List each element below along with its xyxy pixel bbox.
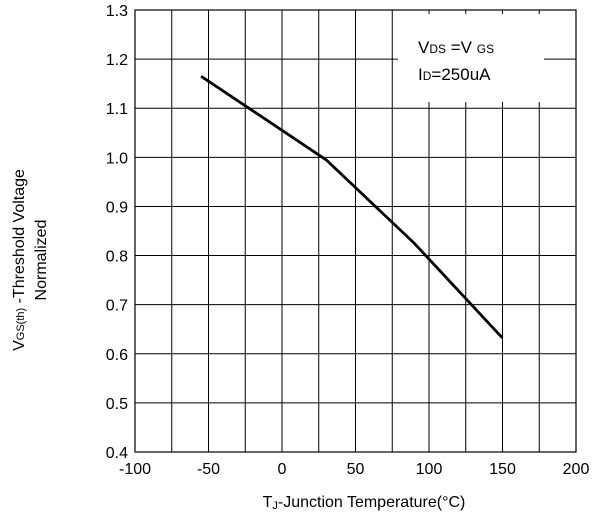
x-tick-label: -100	[119, 461, 151, 478]
y-tick-label: 0.5	[106, 396, 128, 413]
annotation-box	[398, 14, 544, 102]
annotation-line-2: ID=250uA	[418, 65, 491, 84]
y-tick-label: 0.4	[106, 445, 128, 462]
x-tick-label: -50	[197, 461, 220, 478]
x-tick-label: 200	[563, 461, 590, 478]
y-tick-label: 1.1	[106, 101, 128, 118]
y-tick-label: 0.7	[106, 298, 128, 315]
x-tick-label: 0	[278, 461, 287, 478]
x-tick-label: 150	[489, 461, 516, 478]
y-tick-label: 0.8	[106, 249, 128, 266]
annotation-line-1: VDS =V GS	[418, 38, 494, 57]
y-tick-label: 1.2	[106, 52, 128, 69]
tick-labels: -100 -50 0 50 100 150 200 0.4 0.5 0.6 0.7 0.8 0.9 1.0…	[106, 3, 590, 478]
y-tick-label: 1.0	[106, 150, 128, 167]
y-tick-label: 0.6	[106, 347, 128, 364]
plot-frame	[134, 9, 577, 453]
x-tick-label: 100	[416, 461, 443, 478]
x-axis-label: TJ-Junction Temperature(°C)	[263, 494, 466, 512]
series-line	[200, 75, 504, 340]
y-axis-label-line-2: Normalized	[33, 220, 50, 301]
y-axis-label-line-1: VGS(th) -Threshold Voltage	[11, 169, 28, 351]
x-tick-label: 50	[347, 461, 365, 478]
y-tick-label: 1.3	[106, 3, 128, 20]
y-tick-label: 0.9	[106, 199, 128, 216]
series-group	[200, 75, 504, 340]
